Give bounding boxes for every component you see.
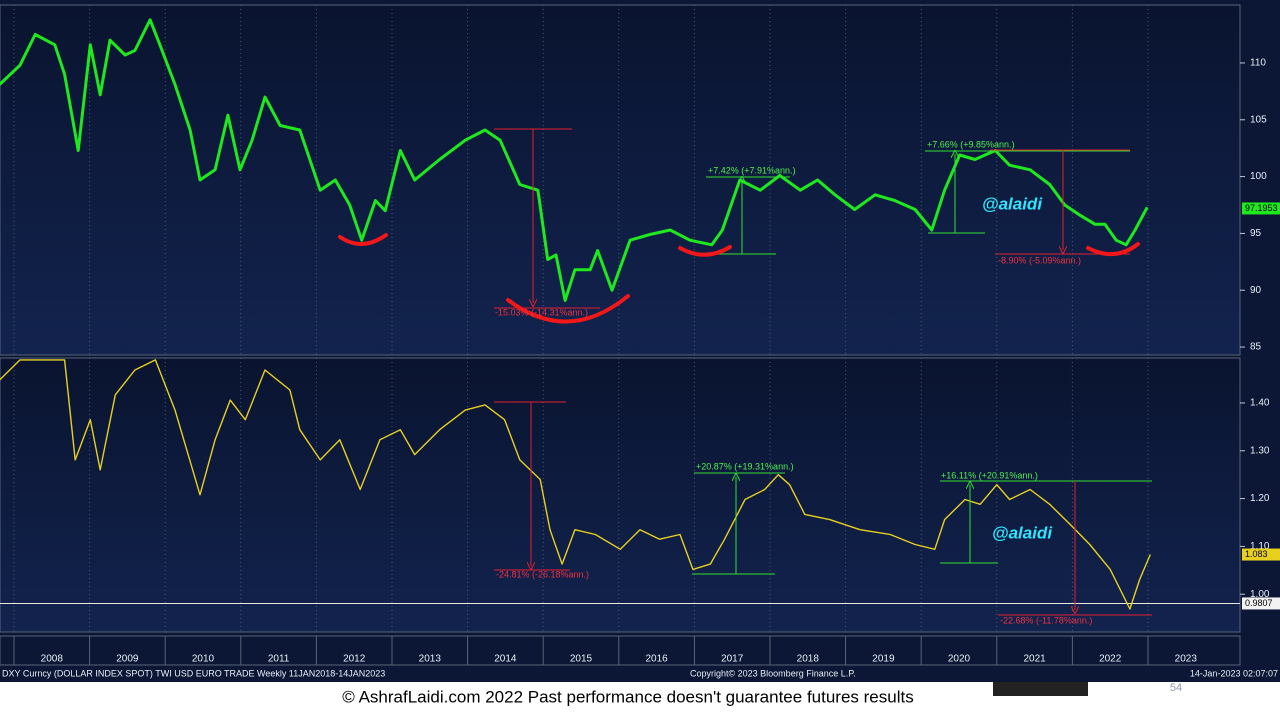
x-tick-label: 2012 <box>343 654 366 665</box>
copyright: Copyright© 2023 Bloomberg Finance L.P. <box>690 668 856 678</box>
annotation: +20.87% (+19.31%ann.) <box>696 461 794 471</box>
x-tick-label: 2017 <box>721 654 744 665</box>
x-tick-label: 2023 <box>1175 654 1198 665</box>
y-tick-label: 1.00 <box>1250 589 1270 600</box>
data-line <box>0 18 1149 302</box>
annotation-lines <box>338 128 1152 616</box>
x-tick-label: 2013 <box>419 654 442 665</box>
y-tick-label: 90 <box>1250 285 1262 296</box>
x-tick-label: 2010 <box>192 654 215 665</box>
value-tag-label: 97.1953 <box>1245 203 1278 213</box>
y-tick-label: 110 <box>1250 58 1266 69</box>
y-tick-label: 85 <box>1250 342 1262 353</box>
watermark: @alaidi <box>992 523 1053 542</box>
range-line <box>940 480 1152 564</box>
value-tag <box>1242 597 1280 610</box>
x-tick-label: 2018 <box>797 654 820 665</box>
x-tick-label: 2015 <box>570 654 593 665</box>
annotation: -8.90% (-5.09%ann.) <box>998 255 1081 265</box>
annotation: -24.81% (-26.18%ann.) <box>496 569 589 579</box>
logo <box>993 682 1088 696</box>
x-tick-label: 2008 <box>41 654 64 665</box>
y-tick-label: 100 <box>1250 171 1267 182</box>
annotation: -15.03% (-14.31%ann.) <box>495 307 588 317</box>
y-tick-label: 1.40 <box>1250 398 1270 409</box>
x-tick-label: 2021 <box>1023 654 1046 665</box>
y-tick-label: 95 <box>1250 228 1262 239</box>
page-number: 54 <box>1170 682 1182 694</box>
timestamp: 14-Jan-2023 02:07:07 <box>1190 668 1278 678</box>
value-tag <box>1242 202 1280 215</box>
series-info: DXY Curncy (DOLLAR INDEX SPOT) TWI USD E… <box>2 668 385 678</box>
value-tag-label: 0.9807 <box>1245 598 1273 608</box>
panel-bottom <box>0 357 1241 633</box>
range-line <box>925 150 1130 234</box>
y-tick-label: 1.20 <box>1250 493 1270 504</box>
panel-top <box>0 4 1241 356</box>
value-tag <box>1242 548 1280 561</box>
x-tick-label: 2022 <box>1099 654 1122 665</box>
annotation: +16.11% (+20.91%ann.) <box>941 470 1038 480</box>
annotation: +7.66% (+9.85%ann.) <box>927 139 1015 149</box>
x-tick-label: 2014 <box>494 654 517 665</box>
x-axis-strip <box>0 635 1241 666</box>
value-tag-label: 1.083 <box>1245 549 1268 559</box>
data-line <box>0 359 1151 610</box>
annotation: +7.42% (+7.91%ann.) <box>708 165 796 175</box>
x-tick-label: 2011 <box>268 654 290 665</box>
trough-arc <box>338 233 1140 324</box>
range-line <box>494 401 570 571</box>
y-tick-label: 105 <box>1250 114 1267 125</box>
disclaimer: © AshrafLaidi.com 2022 Past performance … <box>342 687 913 706</box>
x-tick-label: 2016 <box>645 654 668 665</box>
y-tick-label: 1.30 <box>1250 445 1270 456</box>
x-tick-label: 2020 <box>948 654 971 665</box>
x-tick-label: 2019 <box>872 654 895 665</box>
y-tick-label: 1.10 <box>1250 541 1270 552</box>
watermark: @alaidi <box>982 194 1043 213</box>
annotation: -22.68% (-11.78%ann.) <box>1000 615 1092 625</box>
x-tick-label: 2009 <box>116 654 139 665</box>
